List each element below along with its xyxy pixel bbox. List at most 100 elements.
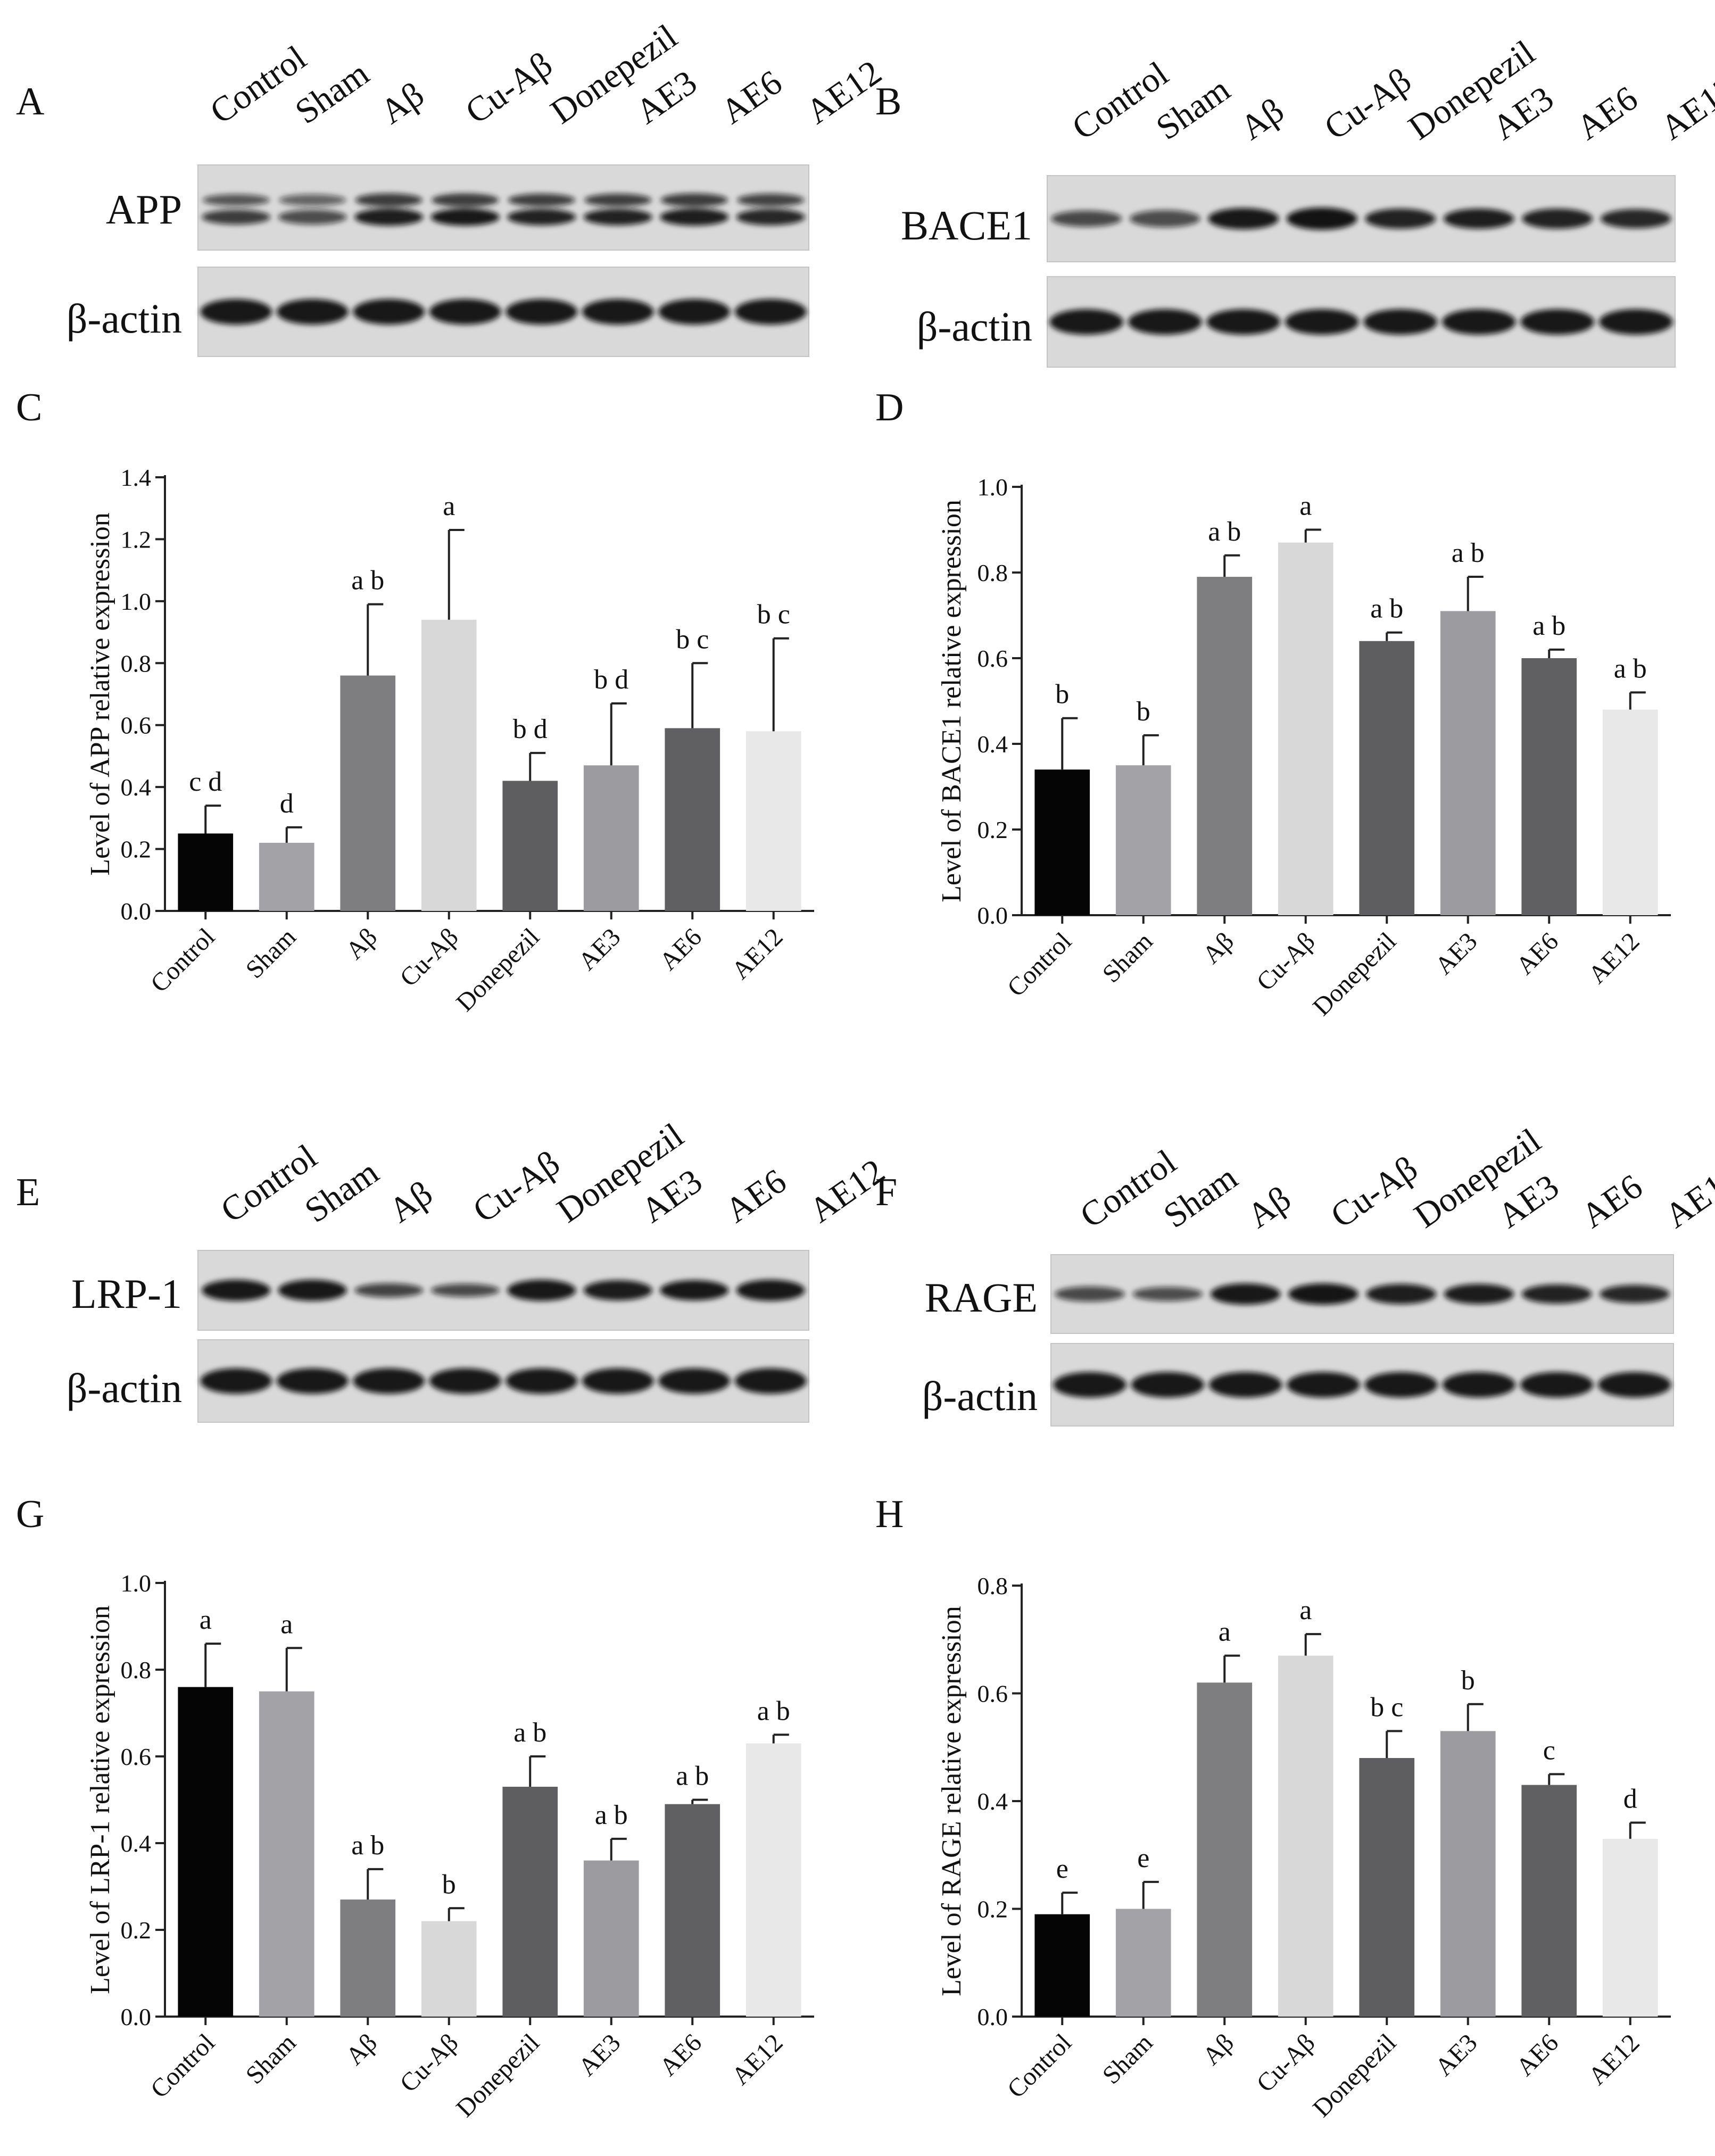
y-tick-label: 0.2 [121, 836, 152, 863]
sig-label-control: a [200, 1605, 212, 1635]
y-tick-label: 0.0 [977, 902, 1008, 929]
sig-label-ae3: a b [1452, 538, 1485, 568]
band-ae3-actin [1442, 1372, 1516, 1398]
lane-label-cu-abeta: Cu-Aβ [1318, 61, 1419, 147]
panel-label-d: D [875, 386, 904, 429]
band-donepezil-actin [1364, 1372, 1438, 1398]
bar-control [178, 833, 234, 911]
bar-ae12 [1602, 709, 1658, 915]
bar-control [1034, 1914, 1090, 2017]
y-tick-label: 0.6 [977, 1680, 1008, 1707]
y-tick-label: 0.6 [977, 645, 1008, 672]
sig-label-abeta: a b [351, 1830, 384, 1861]
sig-label-ae3: b [1461, 1665, 1475, 1696]
blot-row-label: β-actin [67, 1365, 182, 1411]
sig-label-control: b [1055, 679, 1069, 710]
band-ae12-actin [734, 299, 807, 325]
lane-label-abeta: Aβ [1233, 91, 1291, 147]
bar-abeta [1197, 577, 1253, 915]
bar-donepezil [1359, 1758, 1415, 2017]
bar-ae12 [745, 731, 801, 911]
sig-label-ae12: d [1623, 1784, 1637, 1814]
band-control-actin [200, 299, 272, 325]
y-axis-label: Level of BACE1 relative expression [937, 500, 967, 902]
blot-row-label: β-actin [67, 295, 182, 342]
x-tick-label-abeta: Aβ [341, 923, 383, 965]
x-tick-label-ae12: AE12 [726, 2028, 789, 2091]
band-sham [1129, 210, 1200, 228]
x-tick-label-ae12: AE12 [1583, 927, 1645, 989]
sig-label-ae12: a b [757, 1696, 790, 1726]
y-tick-label: 0.2 [977, 816, 1008, 843]
bar-control [1034, 769, 1090, 915]
bar-cu-abeta [1278, 542, 1333, 915]
band-control [202, 1280, 271, 1301]
band-ae12-actin [1598, 309, 1673, 335]
blot-membrane [197, 164, 809, 251]
sig-label-ae6: b c [676, 624, 709, 654]
bar-donepezil [502, 1787, 558, 2017]
x-tick-label-donepezil: Donepezil [1307, 927, 1402, 1021]
lane-label-control: Control [1073, 1142, 1183, 1235]
y-tick-label: 0.6 [121, 712, 152, 739]
sig-label-sham: d [280, 789, 294, 819]
band-control [1055, 1286, 1125, 1302]
band-control-actin [200, 1368, 272, 1394]
band-ae3-lower [583, 209, 652, 226]
bar-ae3 [1440, 1731, 1496, 2017]
sig-label-ae6: c [1543, 1735, 1555, 1765]
sig-label-cu-abeta: a [443, 491, 455, 521]
sig-label-ae3: b d [594, 665, 628, 695]
lane-label-cu-abeta: Cu-Aβ [1324, 1149, 1425, 1235]
band-ae6-actin [1520, 309, 1595, 335]
x-tick-label-sham: Sham [241, 2028, 302, 2089]
x-tick-label-control: Control [1002, 927, 1077, 1002]
x-tick-label-ae3: AE3 [1430, 927, 1483, 980]
lane-label-control: Control [1065, 54, 1175, 147]
lane-label-control: Control [214, 1137, 324, 1230]
y-tick-label: 0.2 [121, 1917, 152, 1944]
panel-label-g: G [16, 1492, 44, 1536]
bar-ae12 [745, 1743, 801, 2017]
x-tick-label-control: Control [145, 923, 220, 998]
blot-row-label: RAGE [925, 1274, 1038, 1321]
lane-label-ae6: AE6 [1570, 79, 1645, 147]
y-axis-label: Level of APP relative expression [85, 512, 115, 876]
band-abeta-actin [353, 299, 425, 325]
sig-label-donepezil: b d [513, 714, 548, 744]
band-donepezil-lower [507, 209, 576, 226]
panel-label-a: A [16, 80, 44, 123]
bar-cu-abeta [421, 1921, 477, 2017]
chart-panel-h: H 0.0 0.2 0.4 0.6 0.8 Level of RAGE relative e… [875, 1492, 1671, 2122]
band-ae12-actin [734, 1368, 807, 1394]
lane-label-abeta: Aβ [1240, 1179, 1298, 1235]
lane-label-ae12: AE12 [1658, 1157, 1715, 1235]
panel-label-f: F [875, 1171, 897, 1214]
bar-ae6 [1521, 658, 1577, 915]
bar-sham [259, 1691, 314, 2017]
x-tick-label-cu-abeta: Cu-Aβ [394, 2028, 463, 2097]
band-donepezil-upper [508, 193, 575, 207]
y-tick-label: 0.4 [121, 1830, 152, 1857]
band-group [1053, 1372, 1671, 1398]
bar-ae3 [1440, 611, 1496, 915]
band-ae6-actin [658, 299, 731, 325]
bar-abeta [1197, 1682, 1253, 2017]
bar-control [178, 1687, 234, 2017]
chart-panel-d: D 0.0 0.2 0.4 0.6 0.8 1.0 Level of BACE1 relati… [875, 386, 1671, 1021]
band-cu-abeta [430, 1283, 500, 1297]
sig-label-donepezil: b c [1370, 1692, 1403, 1722]
blot-row-label: β-actin [917, 303, 1032, 350]
band-cu-abeta-actin [429, 299, 501, 325]
x-tick-label-ae6: AE6 [1511, 2028, 1564, 2082]
sig-label-abeta: a b [1208, 517, 1241, 547]
band-ae6 [1522, 209, 1593, 229]
x-tick-label-abeta: Aβ [341, 2028, 383, 2070]
bar-ae6 [665, 728, 720, 911]
band-cu-abeta-actin [1287, 1372, 1360, 1398]
sig-label-ae3: a b [595, 1800, 628, 1830]
